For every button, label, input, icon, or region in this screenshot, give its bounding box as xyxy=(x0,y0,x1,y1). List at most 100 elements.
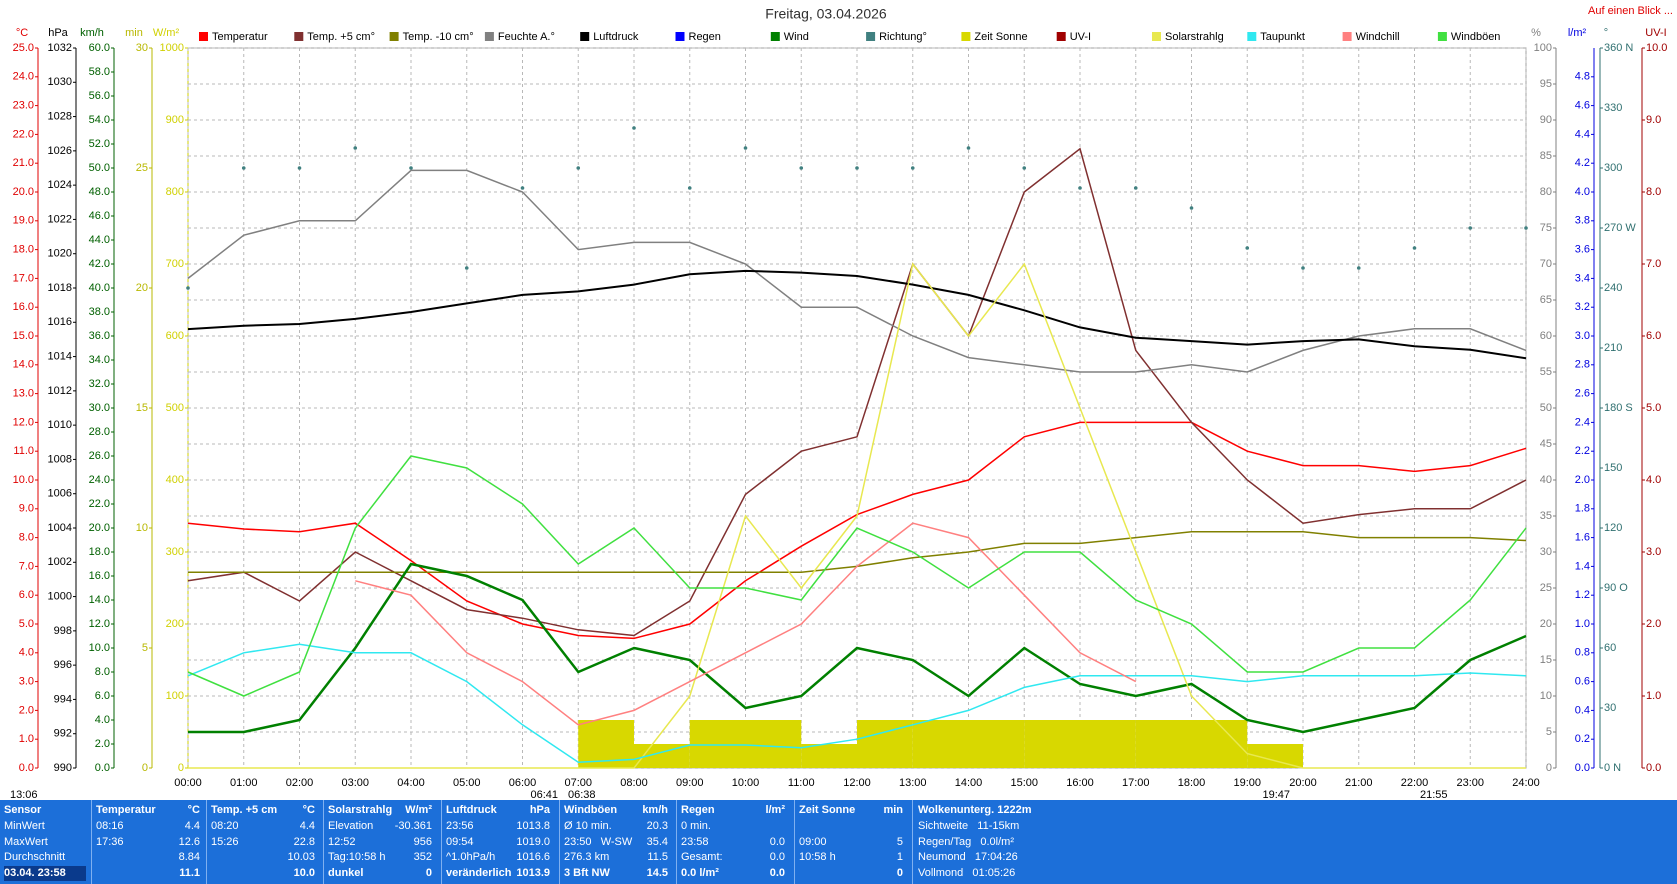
axis-unit: hPa xyxy=(48,27,68,39)
y-tick-label: 20 xyxy=(1540,618,1552,630)
y-tick-label: 8.0 xyxy=(95,666,110,678)
y-tick-label: 9.0 xyxy=(1646,114,1661,126)
x-tick-label: 11:00 xyxy=(788,777,815,789)
x-tick-label: 15:00 xyxy=(1010,777,1038,789)
y-tick-label: 1026 xyxy=(48,145,72,157)
y-tick-label: 4.6 xyxy=(1575,100,1590,112)
direction-dot xyxy=(743,146,748,150)
y-tick-label: 600 xyxy=(166,330,184,342)
axis-unit: l/m² xyxy=(1568,27,1587,39)
y-tick-label: 0 N xyxy=(1604,762,1621,774)
stats-cell: 10:58 h xyxy=(799,851,836,863)
y-tick-label: 1.4 xyxy=(1575,560,1590,572)
y-tick-label: 38.0 xyxy=(89,306,110,318)
stats-cell: Temperatur xyxy=(96,804,156,816)
x-tick-label: 24:00 xyxy=(1512,777,1540,789)
y-tick-label: 52.0 xyxy=(89,138,110,150)
separator xyxy=(441,800,442,884)
direction-dot xyxy=(297,166,302,170)
direction-dot xyxy=(576,166,581,170)
stats-cell: Solarstrahlg xyxy=(328,804,393,816)
stats-cell: 03.04. 23:58 xyxy=(4,865,86,881)
y-tick-label: 7.0 xyxy=(19,560,34,572)
y-tick-label: 10.0 xyxy=(1646,42,1667,54)
stats-cell: 14.5 xyxy=(646,866,668,879)
y-tick-label: 60 xyxy=(1604,642,1616,654)
stats-cell: hPa xyxy=(529,804,550,816)
stats-cell: 12.6 xyxy=(178,835,200,848)
y-tick-label: 1.8 xyxy=(1575,503,1590,515)
y-tick-label: 58.0 xyxy=(89,66,110,78)
y-tick-label: 25 xyxy=(1540,582,1552,594)
stats-cell: 10.03 xyxy=(287,851,315,863)
stats-cell: 1013.9 xyxy=(516,866,550,879)
direction-dot xyxy=(520,186,525,190)
y-tick-label: 1022 xyxy=(48,213,72,225)
stats-cell: Regen/Tag 0.0l/m² xyxy=(918,835,1014,848)
stats-cell: 10.0 xyxy=(293,866,315,879)
y-tick-label: 50 xyxy=(1540,402,1552,414)
y-tick-label: 22.0 xyxy=(89,498,110,510)
separator xyxy=(323,800,324,884)
stats-cell: 352 xyxy=(413,851,432,863)
series-line xyxy=(187,269,1527,360)
y-tick-label: 300 xyxy=(166,546,184,558)
y-tick-label: 0.0 xyxy=(95,762,110,774)
direction-dot xyxy=(687,186,692,190)
stats-cell: 15:26 xyxy=(211,835,239,848)
stats-cell: 20.3 xyxy=(646,820,668,832)
y-tick-label: 3.0 xyxy=(1646,546,1661,558)
y-tick-label: 2.8 xyxy=(1575,359,1590,371)
y-tick-label: 1000 xyxy=(48,590,72,602)
stats-cell: 0.0 xyxy=(769,835,785,848)
time-marker: 19:47 xyxy=(1262,789,1290,800)
y-tick-label: 200 xyxy=(166,618,184,630)
y-tick-label: 30 xyxy=(1604,702,1616,714)
y-tick-label: 21.0 xyxy=(13,157,34,169)
x-tick-label: 22:00 xyxy=(1401,777,1429,789)
y-tick-label: 4.0 xyxy=(19,647,34,659)
y-tick-label: 55 xyxy=(1540,366,1552,378)
y-tick-label: 5 xyxy=(1546,726,1552,738)
x-tick-label: 02:00 xyxy=(286,777,314,789)
y-tick-label: 1014 xyxy=(48,350,72,362)
y-tick-label: 4.0 xyxy=(1575,186,1590,198)
x-tick-label: 19:00 xyxy=(1233,777,1261,789)
stats-cell: 4.4 xyxy=(299,820,315,832)
sun-bar xyxy=(1024,720,1080,768)
stats-cell: Gesamt: xyxy=(681,851,723,863)
y-tick-label: 56.0 xyxy=(89,90,110,102)
series-line xyxy=(187,643,1527,763)
stats-cell: 08:16 xyxy=(96,820,124,832)
axis-unit: W/m² xyxy=(153,27,180,39)
x-tick-label: 05:00 xyxy=(453,777,481,789)
stats-cell: MinWert xyxy=(4,820,45,832)
y-tick-label: 22.0 xyxy=(13,128,34,140)
y-tick-label: 0.8 xyxy=(1575,647,1590,659)
y-tick-label: 30.0 xyxy=(89,402,110,414)
legend-swatch xyxy=(866,32,876,41)
y-tick-label: 48.0 xyxy=(89,186,110,198)
y-tick-label: 1004 xyxy=(48,522,72,534)
y-tick-label: 8.0 xyxy=(1646,186,1661,198)
y-tick-label: 0.4 xyxy=(1575,704,1590,716)
y-tick-label: 3.8 xyxy=(1575,215,1590,227)
legend-label: Windchill xyxy=(1356,31,1400,43)
overview-link[interactable]: Auf einen Blick ... xyxy=(1588,5,1673,17)
stats-cell: 4.4 xyxy=(184,820,200,832)
direction-dot xyxy=(241,166,246,170)
y-tick-label: 900 xyxy=(166,114,184,126)
direction-dot xyxy=(1356,266,1361,270)
y-tick-label: 25.0 xyxy=(13,42,34,54)
x-tick-label: 12:00 xyxy=(843,777,871,789)
series-line xyxy=(188,262,1526,769)
stats-cell: Durchschnitt xyxy=(4,851,66,863)
y-tick-label: 13.0 xyxy=(13,388,34,400)
y-tick-label: 20.0 xyxy=(13,186,34,198)
legend-swatch xyxy=(294,32,304,41)
legend-label: Solarstrahlg xyxy=(1165,31,1224,43)
y-tick-label: 2.6 xyxy=(1575,388,1590,400)
legend-label: Taupunkt xyxy=(1260,31,1305,43)
legend-swatch xyxy=(675,32,685,41)
